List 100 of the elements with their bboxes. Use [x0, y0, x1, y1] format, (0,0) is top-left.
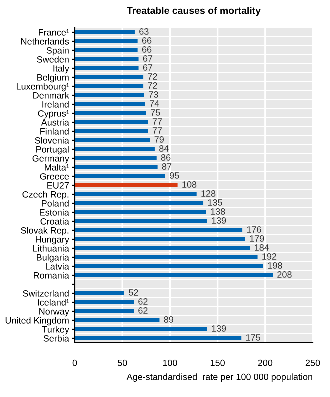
- chart-title: Treatable causes of mortality: [127, 7, 261, 16]
- y-tick-label: Turkey: [42, 326, 70, 335]
- data-label: 77: [152, 128, 162, 134]
- data-label: 62: [138, 308, 148, 314]
- x-axis-title: Age-standardised rate per 100 000 population: [126, 374, 312, 382]
- data-label: 86: [161, 154, 171, 161]
- y-tick-label: Netherlands: [22, 38, 70, 45]
- data-label: 63: [140, 28, 149, 35]
- bar: [75, 174, 166, 179]
- data-label: 128: [202, 190, 216, 197]
- x-tick-label: 250: [306, 360, 320, 366]
- y-tick-label: Serbia: [44, 335, 70, 342]
- bar: [75, 111, 146, 116]
- data-label: 75: [151, 110, 160, 116]
- bar: [75, 138, 150, 143]
- y-tick-label: Poland: [42, 200, 69, 207]
- y-tick-label: Iceland¹: [38, 299, 70, 306]
- y-tick-label: Spain: [46, 47, 69, 56]
- data-label: 184: [255, 244, 270, 251]
- data-label: 175: [246, 334, 260, 341]
- bar: [75, 39, 138, 44]
- data-label: 139: [212, 218, 226, 224]
- y-tick-label: Hungary: [36, 236, 70, 245]
- y-tick-label: Slovak Rep.: [21, 227, 69, 236]
- bar: [75, 129, 148, 134]
- data-label: 192: [262, 254, 277, 260]
- y-tick-label: Sweden: [37, 56, 69, 63]
- data-label: 77: [152, 118, 162, 125]
- y-tick-label: Cyprus¹: [38, 110, 70, 119]
- y-tick-label: Belgium: [38, 74, 69, 83]
- data-label: 72: [148, 82, 158, 89]
- data-label: 79: [154, 136, 164, 143]
- data-label: 87: [162, 164, 172, 170]
- data-label: 84: [160, 146, 169, 152]
- y-tick-label: EU27: [48, 182, 69, 189]
- y-tick-label: Croatia: [40, 218, 70, 225]
- data-label: 208: [278, 272, 292, 278]
- bar: [75, 336, 242, 341]
- bar: [75, 147, 155, 152]
- data-label: 67: [143, 64, 153, 71]
- bar: [75, 318, 160, 323]
- data-label: 108: [182, 182, 197, 188]
- data-label: 73: [149, 92, 158, 98]
- bar: [75, 246, 250, 251]
- bar: [75, 57, 139, 62]
- y-tick-label: Ireland: [42, 101, 69, 108]
- data-label: 89: [164, 316, 174, 323]
- data-label: 179: [250, 236, 264, 242]
- y-tick-label: United Kingdom: [6, 317, 69, 326]
- bar: [75, 255, 258, 260]
- bar: [75, 48, 138, 53]
- bar: [75, 93, 144, 98]
- data-label: 72: [148, 74, 158, 80]
- data-label: 135: [208, 200, 222, 206]
- y-tick-label: Latvia: [46, 263, 70, 270]
- y-tick-label: Italy: [54, 65, 70, 74]
- bar: [75, 30, 135, 35]
- y-tick-label: Czech Rep.: [22, 191, 69, 200]
- bar: [75, 210, 206, 215]
- data-label: 95: [170, 172, 180, 179]
- y-tick-label: Austria: [41, 119, 70, 126]
- bar: [75, 237, 246, 242]
- y-tick-label: Malta¹: [45, 164, 70, 171]
- data-label: 66: [142, 46, 152, 53]
- y-tick-label: France¹: [39, 30, 70, 36]
- y-tick-label: Bulgaria: [37, 254, 70, 263]
- y-tick-label: Germany: [32, 155, 70, 164]
- bar: [75, 84, 144, 89]
- bar: [75, 228, 243, 233]
- y-tick-label: Estonia: [40, 209, 70, 216]
- bar: [75, 165, 158, 170]
- y-tick-label: Denmark: [34, 92, 70, 99]
- x-tick-label: 150: [210, 360, 225, 366]
- bar: [75, 75, 144, 80]
- data-label: 139: [212, 326, 226, 332]
- y-tick-label: Slovenia: [35, 137, 70, 144]
- x-tick-label: 50: [118, 360, 128, 366]
- bar: [75, 264, 264, 269]
- y-tick-label: Switzerland: [23, 290, 69, 297]
- bar: [75, 183, 178, 188]
- x-tick-label: 0: [72, 360, 78, 366]
- x-tick-label: 200: [258, 360, 273, 366]
- data-label: 138: [211, 208, 226, 215]
- bar: [75, 300, 134, 305]
- bar: [75, 327, 208, 332]
- y-tick-label: Luxembourg¹: [16, 83, 70, 92]
- bar: [75, 291, 125, 296]
- bar: [75, 201, 204, 206]
- y-tick-label: Greece: [40, 173, 70, 180]
- data-label: 67: [143, 56, 153, 62]
- bar: [75, 219, 208, 224]
- data-label: 176: [247, 226, 262, 233]
- bar: [75, 192, 197, 197]
- y-tick-label: Lithuania: [34, 245, 70, 252]
- bar: [75, 309, 134, 314]
- y-tick-label: Finland: [40, 128, 69, 135]
- data-label: 198: [268, 262, 282, 269]
- bar: [75, 102, 146, 107]
- data-label: 74: [150, 100, 160, 107]
- bar: [75, 120, 148, 125]
